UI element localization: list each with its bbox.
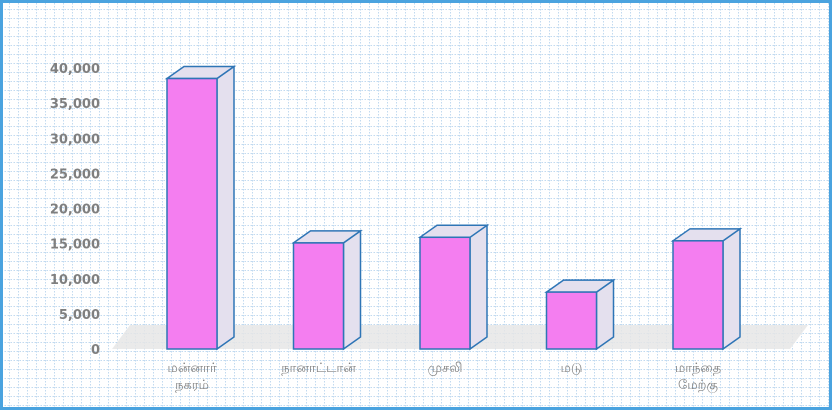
x-category-label-line: நானாட்டான் <box>281 361 356 376</box>
y-tick-label: 35,000 <box>50 97 100 112</box>
x-category-label: மாந்தை மேற்கு <box>675 361 721 393</box>
x-category-label-line: மடு <box>560 361 582 376</box>
bar-side-face <box>722 227 741 351</box>
x-category-label: மன்னார் நகரம் <box>167 361 216 393</box>
x-category-label-line: முசலி <box>428 361 463 376</box>
y-tick-label: 15,000 <box>50 238 100 253</box>
bar <box>291 229 363 351</box>
y-tick-label: 30,000 <box>50 132 100 147</box>
bar-front-face <box>545 291 598 350</box>
bar <box>417 223 490 351</box>
x-category-label-line: மேற்கு <box>678 378 718 393</box>
bar <box>164 65 237 351</box>
bar-front-face <box>672 240 724 350</box>
x-category-label-line: மாந்தை <box>675 361 721 376</box>
x-category-label: நானாட்டான் <box>281 361 356 376</box>
bar <box>670 227 743 351</box>
y-tick-label: 20,000 <box>50 203 100 218</box>
bar-front-face <box>292 242 345 350</box>
bar-side-face <box>216 65 235 351</box>
y-tick-label: 0 <box>91 343 100 358</box>
bar-front-face <box>419 236 471 350</box>
bar <box>544 278 616 351</box>
bar-side-face <box>469 223 488 351</box>
y-tick-label: 40,000 <box>50 62 100 77</box>
bar-front-face <box>166 77 218 350</box>
x-category-label: முசலி <box>428 361 463 376</box>
x-category-label-line: நகரம் <box>175 378 209 393</box>
y-tick-label: 25,000 <box>50 167 100 182</box>
x-category-label: மடு <box>560 361 582 376</box>
bar-side-face <box>342 229 362 351</box>
y-tick-label: 10,000 <box>50 273 100 288</box>
y-tick-label: 5,000 <box>59 308 100 323</box>
x-category-label-line: மன்னார் <box>167 361 216 376</box>
